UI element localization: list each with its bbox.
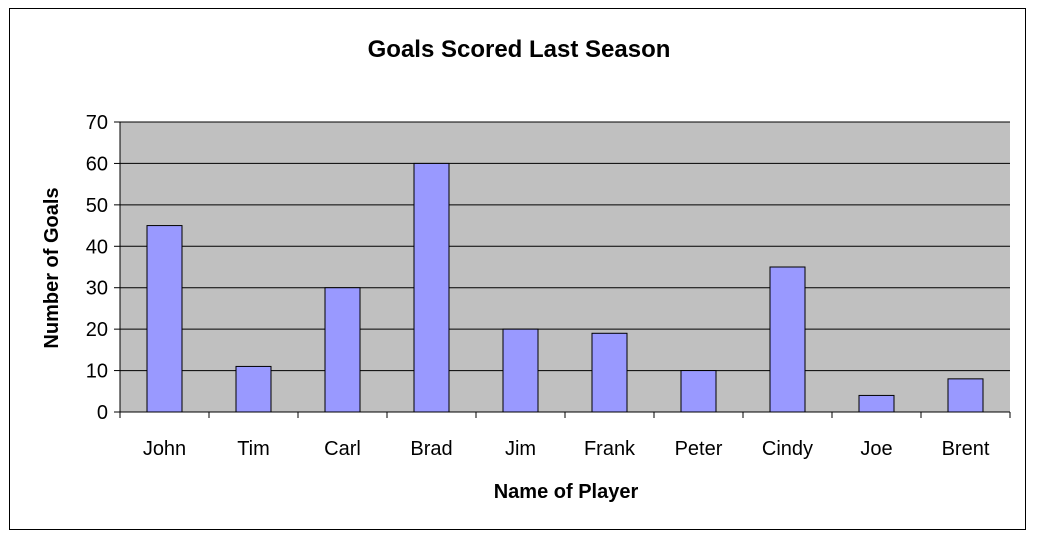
y-tick-label: 0 bbox=[97, 402, 108, 424]
bar-cindy bbox=[769, 266, 806, 413]
plot-area bbox=[120, 122, 1010, 412]
y-tick-label: 40 bbox=[86, 236, 108, 258]
bar-peter bbox=[680, 370, 717, 413]
x-tick-label: Cindy bbox=[762, 438, 813, 460]
x-tick-label: John bbox=[143, 438, 186, 460]
x-tick-label: Carl bbox=[324, 438, 361, 460]
x-tick-label: Jim bbox=[505, 438, 536, 460]
y-axis-title: Number of Goals bbox=[41, 187, 63, 348]
x-axis-title: Name of Player bbox=[494, 481, 639, 503]
y-tick-label: 60 bbox=[86, 153, 108, 175]
bar-brent bbox=[947, 378, 984, 413]
bar-frank bbox=[591, 332, 628, 413]
gridlines bbox=[120, 121, 1010, 372]
bar-tim bbox=[235, 365, 272, 413]
chart-title: Goals Scored Last Season bbox=[368, 36, 671, 63]
x-tick-label: Brad bbox=[410, 438, 452, 460]
x-tick-label: Peter bbox=[675, 438, 723, 460]
x-tick-label: Tim bbox=[237, 438, 270, 460]
y-tick-label: 20 bbox=[86, 319, 108, 341]
x-tick-labels: John Tim Carl Brad Jim Frank Peter Cindy Joe Bren… bbox=[143, 438, 990, 460]
bar-joe bbox=[858, 394, 895, 413]
bar-jim bbox=[502, 328, 539, 413]
y-tick-label: 70 bbox=[86, 112, 108, 134]
x-tick-label: Brent bbox=[942, 438, 990, 460]
y-tick-label: 30 bbox=[86, 278, 108, 300]
y-tick-label: 10 bbox=[86, 361, 108, 383]
x-tick-label: Frank bbox=[584, 438, 636, 460]
y-tick-labels: 0 10 20 30 40 50 60 70 bbox=[86, 112, 108, 424]
x-tick-label: Joe bbox=[860, 438, 892, 460]
y-tick-label: 50 bbox=[86, 195, 108, 217]
bar-brad bbox=[413, 162, 450, 413]
bar-carl bbox=[324, 287, 361, 413]
bar-john bbox=[146, 225, 183, 413]
axes bbox=[114, 121, 1011, 418]
